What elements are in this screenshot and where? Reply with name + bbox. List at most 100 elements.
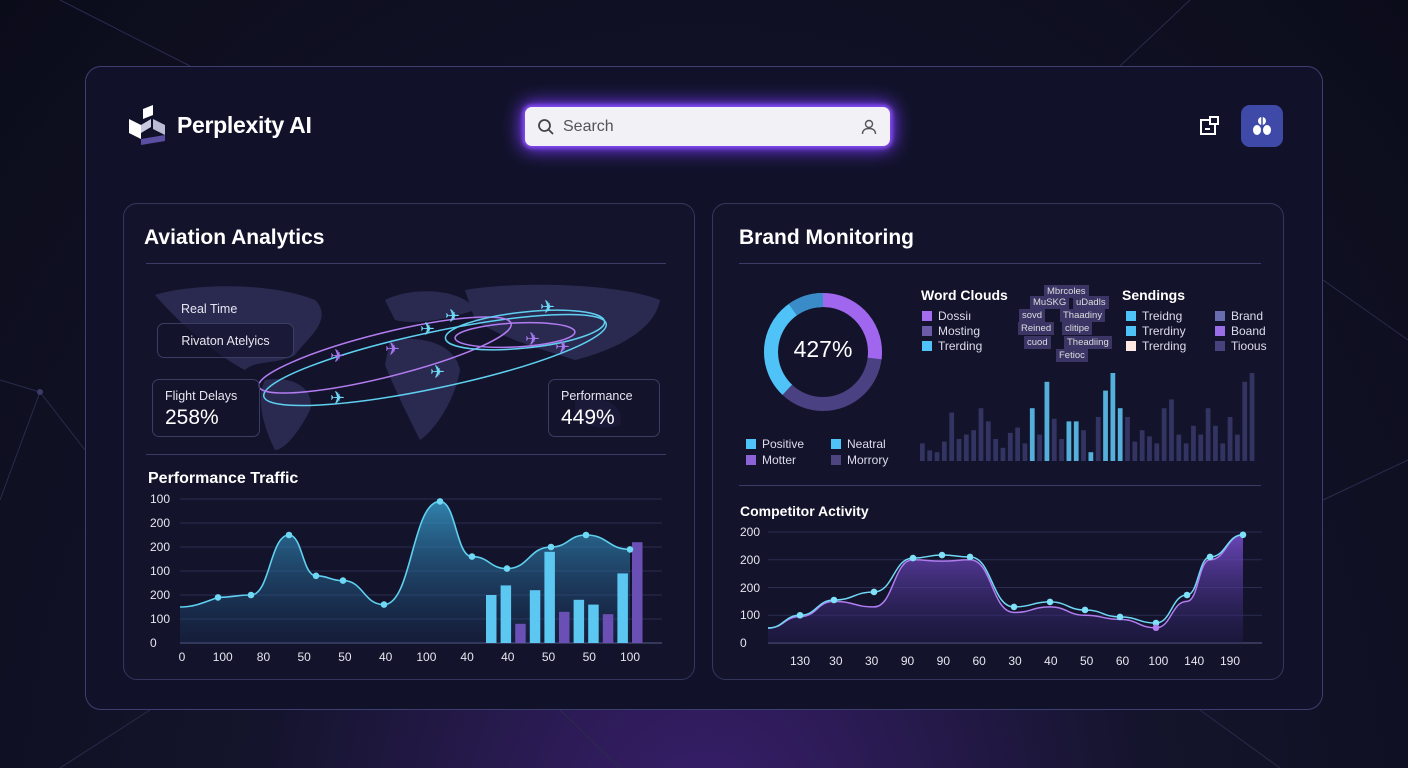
x-tick: 80: [256, 650, 271, 664]
word-cloud-legend-item: Mosting: [922, 324, 980, 338]
word-cloud-legend-item: Trerding: [922, 339, 982, 353]
x-tick: 40: [460, 650, 474, 664]
legend-swatch: [1126, 326, 1136, 336]
donut-segment: [764, 293, 882, 411]
word-cloud-word: MuSKG: [1030, 296, 1070, 309]
y-tick: 100: [740, 608, 761, 623]
svg-text:✈: ✈: [525, 329, 540, 349]
avatar-button[interactable]: [1241, 105, 1283, 147]
aviation-analytics-button[interactable]: Rivaton Atelyics: [157, 323, 294, 358]
word-cloud-word: Theadiing: [1064, 336, 1112, 349]
x-tick: 50: [541, 650, 556, 664]
word-cloud-word: clitipe: [1062, 322, 1093, 335]
x-tick: 90: [900, 654, 915, 668]
performance-stat: Performance 449%: [548, 379, 660, 437]
x-tick: 50: [1079, 654, 1094, 668]
donut-legend-item: Motter: [746, 453, 796, 467]
brand-logo[interactable]: Perplexity AI: [127, 105, 312, 145]
x-tick: 130: [789, 654, 811, 668]
x-tick: 100: [212, 650, 233, 664]
x-tick: 50: [338, 650, 352, 664]
competitor-title: Competitor Activity: [740, 503, 869, 519]
user-icon[interactable]: [860, 118, 878, 136]
x-tick: 40: [501, 650, 515, 664]
app-name: Perplexity AI: [177, 111, 312, 138]
word-cloud-word: Reined: [1018, 322, 1055, 335]
legend-swatch: [922, 341, 932, 351]
svg-text:✈: ✈: [540, 297, 555, 317]
y-tick: 200: [740, 580, 761, 595]
brand-title: Brand Monitoring: [739, 226, 914, 249]
y-tick: 100: [150, 492, 171, 506]
word-cloud-word: Mbrcoles: [1044, 285, 1089, 298]
legend-swatch: [1126, 311, 1136, 321]
y-tick: 100: [150, 612, 171, 626]
legend-swatch: [922, 311, 932, 321]
sendings-legend-item: Treidng: [1126, 309, 1182, 323]
sendings-legend-item: Brand: [1215, 309, 1263, 323]
y-tick: 0: [150, 636, 157, 650]
y-tick: 200: [150, 540, 171, 554]
y-tick: 200: [150, 588, 171, 602]
x-tick: 100: [1148, 654, 1169, 668]
x-tick: 30: [829, 654, 843, 668]
search-icon: [538, 118, 554, 135]
legend-swatch: [831, 455, 841, 465]
donut-legend-item: Morrory: [831, 453, 888, 467]
x-tick: 30: [1008, 654, 1022, 668]
y-tick: 200: [740, 552, 761, 567]
legend-swatch: [746, 455, 756, 465]
legend-swatch: [1215, 341, 1225, 351]
sendings-legend-item: Boand: [1215, 324, 1266, 338]
performance-label: Performance: [561, 389, 633, 403]
sendings-title: Sendings: [1122, 287, 1186, 303]
word-cloud-word: uDadls: [1073, 296, 1109, 309]
legend-swatch: [831, 439, 841, 449]
search-input[interactable]: [563, 117, 860, 136]
y-tick: 100: [150, 564, 171, 578]
x-tick: 90: [936, 654, 950, 668]
x-tick: 50: [582, 650, 596, 664]
legend-swatch: [922, 326, 932, 336]
aviation-title: Aviation Analytics: [144, 226, 325, 249]
x-tick: 0: [178, 650, 186, 664]
donut-legend-item: Positive: [746, 437, 804, 451]
svg-text:✈: ✈: [330, 388, 345, 408]
traffic-title: Performance Traffic: [148, 470, 299, 487]
word-clouds-title: Word Clouds: [921, 287, 1008, 303]
flight-delays-stat: Flight Delays 258%: [152, 379, 260, 437]
x-tick: 50: [297, 650, 311, 664]
x-tick: 60: [972, 654, 986, 668]
logo-icon: [129, 105, 165, 145]
sendings-legend-item: Trerdiny: [1126, 324, 1186, 338]
svg-text:✈: ✈: [385, 339, 400, 359]
window-icon[interactable]: [1199, 115, 1221, 137]
svg-text:✈: ✈: [555, 337, 570, 357]
map-label: Real Time: [181, 302, 238, 316]
svg-text:✈: ✈: [445, 306, 460, 326]
sentiment-donut: [764, 293, 882, 411]
flight-delays-label: Flight Delays: [165, 389, 238, 403]
search-bar[interactable]: [525, 107, 890, 146]
sendings-legend-item: Trerding: [1126, 339, 1186, 353]
x-tick: 30: [864, 654, 879, 668]
word-cloud-word: cuod: [1024, 336, 1051, 349]
x-tick: 190: [1219, 654, 1241, 668]
donut-value: 427%: [793, 336, 853, 362]
word-cloud-legend-item: Dossiı: [922, 309, 971, 323]
flight-delays-value: 258%: [165, 406, 219, 429]
x-tick: 100: [416, 650, 437, 664]
sendings-legend-item: Tioous: [1215, 339, 1267, 353]
svg-text:✈: ✈: [330, 346, 345, 366]
word-cloud-word: Thaadiny: [1060, 309, 1106, 322]
legend-swatch: [1215, 326, 1225, 336]
word-cloud-word: sovd: [1019, 309, 1046, 322]
svg-text:✈: ✈: [430, 362, 445, 382]
svg-text:✈: ✈: [420, 319, 435, 339]
legend-swatch: [746, 439, 756, 449]
avatar-icon: [1253, 116, 1271, 136]
y-tick: 200: [150, 516, 171, 530]
legend-swatch: [1215, 311, 1225, 321]
performance-value: 449%: [561, 406, 615, 429]
